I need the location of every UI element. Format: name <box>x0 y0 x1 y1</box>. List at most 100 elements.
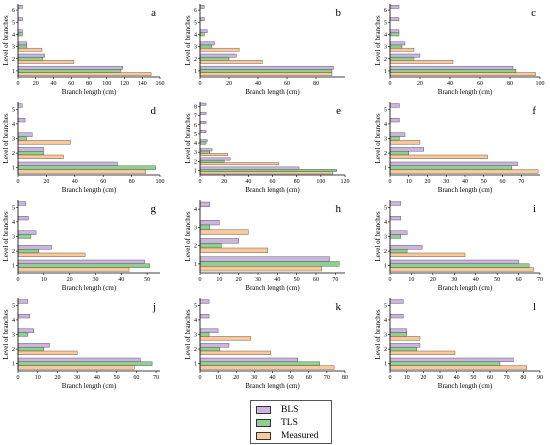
xtick-label-j-60: 60 <box>133 375 139 381</box>
xtick-label-a-60: 60 <box>68 81 74 87</box>
xtick-label-l-20: 20 <box>420 375 426 381</box>
bar-a-tls-1 <box>17 69 122 73</box>
ytick-label-b-1: 1 <box>194 69 197 75</box>
xtick-label-f-0: 0 <box>389 179 392 185</box>
bar-f-tls-3 <box>389 136 400 141</box>
bar-c-bls-1 <box>389 65 514 70</box>
bar-d-bls-3 <box>17 132 33 137</box>
bar-j-bls-1 <box>17 357 141 363</box>
xtick-label-f-50: 50 <box>481 179 487 185</box>
bar-k-measured-3 <box>199 336 251 341</box>
bar-e-bls-4 <box>199 139 208 143</box>
bar-a-bls-5 <box>17 17 23 21</box>
bar-j-measured-1 <box>17 365 135 370</box>
bar-h-measured-2 <box>199 247 268 253</box>
panel-letter-c: c <box>531 7 536 19</box>
xtick-label-k-80: 80 <box>342 375 348 381</box>
xtick-label-g-20: 20 <box>67 277 73 283</box>
xtick-label-d-0: 0 <box>17 179 20 185</box>
x-axis-title-h: Branch length (cm) <box>245 284 300 292</box>
xtick-label-g-30: 30 <box>92 277 98 283</box>
bar-h-tls-1 <box>199 261 340 267</box>
x-axis-title-b: Branch length (cm) <box>245 88 300 96</box>
legend-swatch-measured <box>256 432 271 440</box>
xtick-label-f-40: 40 <box>462 179 468 185</box>
y-axis-title-e: Level of branches <box>184 113 192 163</box>
bar-c-bls-6 <box>389 5 400 9</box>
bar-d-tls-2 <box>17 151 44 156</box>
bar-e-tls-3 <box>199 150 210 154</box>
ytick-label-d-1: 1 <box>12 166 15 172</box>
legend-item-bls: BLS <box>256 404 298 416</box>
bar-e-bls-6 <box>199 121 207 124</box>
bar-a-bls-3 <box>17 41 28 46</box>
bar-c-tls-2 <box>389 56 415 61</box>
ytick-label-h-4: 4 <box>194 207 197 213</box>
bar-k-tls-1 <box>199 361 320 366</box>
ytick-label-b-3: 3 <box>194 45 197 51</box>
xtick-label-j-40: 40 <box>94 375 100 381</box>
ytick-label-b-5: 5 <box>194 20 197 26</box>
ytick-label-b-6: 6 <box>194 8 197 14</box>
bar-c-bls-2 <box>389 53 421 58</box>
bar-f-measured-2 <box>389 154 488 159</box>
y-axis-title-c: Level of branches <box>374 15 382 65</box>
bar-f-bls-4 <box>389 118 400 123</box>
panel-letter-b: b <box>336 7 342 19</box>
ytick-label-j-3: 3 <box>12 333 15 339</box>
ytick-label-k-5: 5 <box>194 303 197 309</box>
bar-i-bls-2 <box>389 245 423 250</box>
panel-letter-h: h <box>336 203 342 215</box>
ytick-label-a-2: 2 <box>12 57 15 63</box>
bar-l-bls-4 <box>389 314 404 319</box>
xtick-label-e-40: 40 <box>245 179 251 185</box>
bar-f-bls-3 <box>389 132 406 137</box>
xtick-label-k-20: 20 <box>233 375 239 381</box>
ytick-label-i-2: 2 <box>384 249 387 255</box>
xtick-label-b-60: 60 <box>284 81 290 87</box>
y-axis-title-f: Level of branches <box>374 113 382 163</box>
ytick-label-c-3: 3 <box>384 45 387 51</box>
ytick-label-l-5: 5 <box>384 303 387 309</box>
legend-label-tls: TLS <box>281 418 298 428</box>
panel-letter-a: a <box>151 7 156 19</box>
bar-f-tls-2 <box>389 151 409 156</box>
panel-letter-j: j <box>152 301 156 313</box>
xtick-label-a-160: 160 <box>156 81 165 87</box>
bar-a-bls-6 <box>17 5 23 9</box>
ytick-label-d-4: 4 <box>12 122 15 128</box>
ytick-label-l-1: 1 <box>384 362 387 368</box>
xtick-label-d-80: 80 <box>129 179 135 185</box>
bar-b-measured-1 <box>199 72 333 76</box>
xtick-label-c-60: 60 <box>477 81 483 87</box>
xtick-label-f-10: 10 <box>406 179 412 185</box>
ytick-label-c-4: 4 <box>384 32 387 38</box>
xtick-label-h-50: 50 <box>294 277 300 283</box>
y-axis-title-k: Level of branches <box>184 309 192 359</box>
ytick-label-e-8: 8 <box>194 105 197 111</box>
ytick-label-l-3: 3 <box>384 333 387 339</box>
bar-f-bls-2 <box>389 147 424 152</box>
x-axis-title-i: Branch length (cm) <box>438 284 493 292</box>
bar-d-tls-1 <box>17 165 156 170</box>
ytick-label-l-4: 4 <box>384 318 387 324</box>
ytick-label-j-5: 5 <box>12 303 15 309</box>
xtick-label-c-100: 100 <box>536 81 545 87</box>
xtick-label-a-140: 140 <box>138 81 147 87</box>
xtick-label-l-0: 0 <box>389 375 392 381</box>
panel-letter-k: k <box>336 301 342 313</box>
xtick-label-b-40: 40 <box>255 81 261 87</box>
ytick-label-h-1: 1 <box>194 262 197 268</box>
bar-b-bls-2 <box>199 53 237 58</box>
bar-h-bls-3 <box>199 220 220 226</box>
xtick-label-a-40: 40 <box>51 81 57 87</box>
xtick-label-i-60: 60 <box>516 277 522 283</box>
ytick-label-b-2: 2 <box>194 57 197 63</box>
xtick-label-d-40: 40 <box>72 179 78 185</box>
ytick-label-f-2: 2 <box>384 151 387 157</box>
bar-e-measured-1 <box>199 171 334 175</box>
ytick-label-d-3: 3 <box>12 137 15 143</box>
xtick-label-a-120: 120 <box>120 81 129 87</box>
x-axis-title-j: Branch length (cm) <box>62 382 117 390</box>
